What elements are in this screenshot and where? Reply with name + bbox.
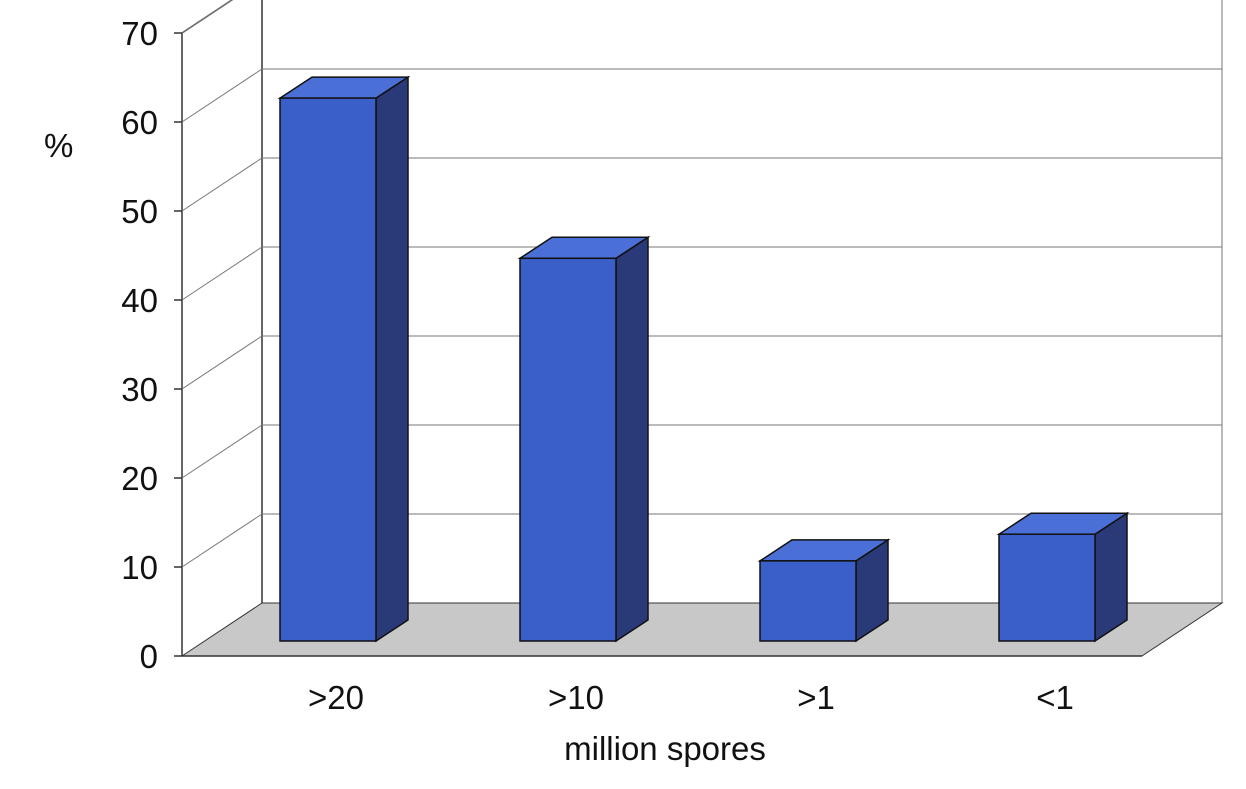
back-wall xyxy=(262,0,1222,603)
y-axis-ticks: 0 10 20 30 40 50 60 70 xyxy=(121,15,182,675)
gridline-side xyxy=(181,68,263,123)
bar xyxy=(277,75,411,643)
gridline-side xyxy=(181,157,263,212)
y-tick-label: 60 xyxy=(121,104,158,141)
y-tick-label: 70 xyxy=(121,15,158,52)
bar-front xyxy=(519,257,617,642)
x-tick-label: >20 xyxy=(308,679,364,716)
y-tick-label: 30 xyxy=(121,371,158,408)
bars xyxy=(277,75,1130,643)
bar-front xyxy=(998,533,1096,642)
y-tick-label: 10 xyxy=(121,549,158,586)
gridline-side xyxy=(181,513,263,568)
chart-floor xyxy=(180,602,1224,657)
x-axis-label: million spores xyxy=(564,730,766,767)
y-tick-label: 0 xyxy=(140,638,158,675)
gridline-side xyxy=(181,246,263,301)
bar-side xyxy=(1094,511,1128,643)
gridline-side xyxy=(181,0,233,34)
gridline-side xyxy=(181,424,263,479)
y-tick-label: 20 xyxy=(121,460,158,497)
bar-side xyxy=(375,75,409,643)
gridline-side xyxy=(181,335,263,390)
x-axis-ticks: >20 >10 >1 <1 xyxy=(308,679,1074,716)
bar-front xyxy=(759,560,857,642)
x-tick-label: <1 xyxy=(1036,679,1074,716)
y-axis-label: % xyxy=(44,127,73,164)
bar xyxy=(757,538,891,643)
bar xyxy=(517,235,651,643)
bar-side xyxy=(615,235,649,643)
y-tick-label: 50 xyxy=(121,193,158,230)
x-tick-label: >10 xyxy=(548,679,604,716)
bar xyxy=(996,511,1130,643)
x-tick-label: >1 xyxy=(797,679,835,716)
y-tick-label: 40 xyxy=(121,282,158,319)
side-wall-edge xyxy=(181,0,263,656)
bar-front xyxy=(279,97,377,642)
